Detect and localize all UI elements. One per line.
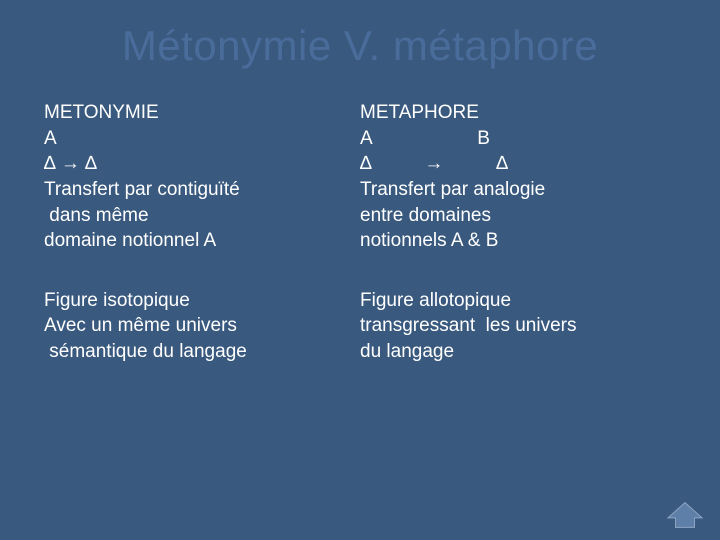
text-line: ∆ → ∆ — [360, 151, 676, 177]
next-arrow-icon[interactable] — [666, 500, 704, 530]
slide-title: Métonymie V. métaphore — [0, 0, 720, 70]
text-line: Figure isotopique — [44, 288, 360, 314]
right-block-2: Figure allotopique transgressant les uni… — [360, 288, 676, 365]
left-block-1: METONYMIE A ∆ → ∆ Transfert par contiguï… — [44, 100, 360, 254]
text-line: Transfert par contiguïté — [44, 177, 360, 203]
text-line: sémantique du langage — [44, 339, 360, 365]
slide-content: METONYMIE A ∆ → ∆ Transfert par contiguï… — [0, 70, 720, 399]
column-left: METONYMIE A ∆ → ∆ Transfert par contiguï… — [44, 100, 360, 399]
text-line: notionnels A & B — [360, 228, 676, 254]
text-line: METONYMIE — [44, 100, 360, 126]
text-line: Figure allotopique — [360, 288, 676, 314]
arrow-shape — [668, 503, 702, 528]
text-line: Transfert par analogie — [360, 177, 676, 203]
left-block-2: Figure isotopique Avec un même univers s… — [44, 288, 360, 365]
text-line: entre domaines — [360, 203, 676, 229]
text-line: domaine notionnel A — [44, 228, 360, 254]
column-right: METAPHORE A B ∆ → ∆ Transfert par analog… — [360, 100, 676, 399]
text-line: A B — [360, 126, 676, 152]
text-line: METAPHORE — [360, 100, 676, 126]
text-line: Avec un même univers — [44, 313, 360, 339]
text-line: dans même — [44, 203, 360, 229]
text-line: ∆ → ∆ — [44, 151, 360, 177]
text-line: du langage — [360, 339, 676, 365]
text-line: transgressant les univers — [360, 313, 676, 339]
text-line: A — [44, 126, 360, 152]
right-block-1: METAPHORE A B ∆ → ∆ Transfert par analog… — [360, 100, 676, 254]
